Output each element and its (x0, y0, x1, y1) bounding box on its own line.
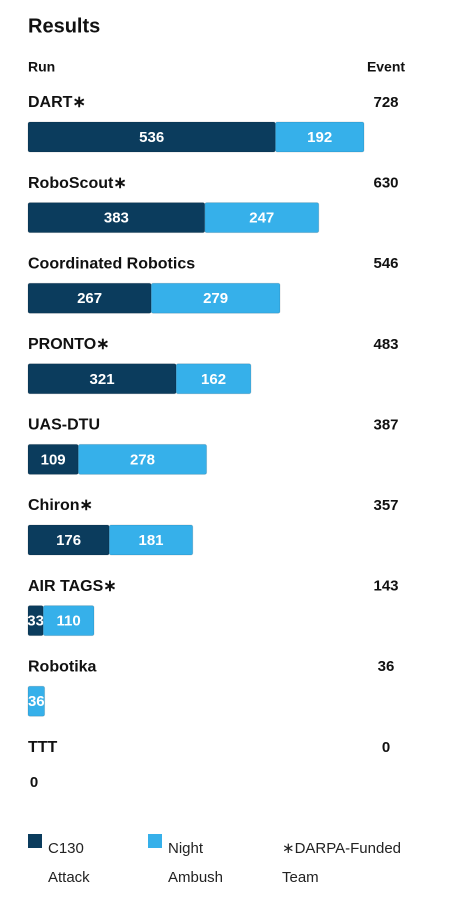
category-label: AIR TAGS∗ (28, 578, 117, 595)
category-label: TTT (28, 739, 58, 756)
value-label: 383 (104, 210, 129, 227)
total-label: 630 (373, 175, 398, 192)
value-label: 536 (139, 129, 164, 146)
total-label: 483 (373, 336, 398, 353)
value-label: 192 (307, 129, 332, 146)
value-label: 321 (90, 371, 115, 388)
value-label: 36 (28, 693, 45, 710)
value-label: 110 (57, 613, 81, 630)
bar-segment (27, 685, 46, 717)
bar-segment (77, 443, 208, 475)
column-header: Run (28, 59, 55, 75)
category-label: Chiron∗ (28, 497, 93, 514)
category-label: Robotika (28, 658, 97, 675)
category-label: Coordinated Robotics (28, 255, 195, 272)
legend-label: C130 Attack (48, 840, 90, 886)
chart-title: Results (28, 15, 100, 37)
bar-segment (274, 121, 365, 153)
bar-segment (175, 363, 252, 395)
column-header: Event (367, 59, 405, 75)
total-label: 143 (373, 578, 398, 595)
total-label: 728 (373, 94, 398, 111)
category-label: PRONTO∗ (28, 336, 110, 353)
value-label: 0 (30, 774, 38, 791)
value-label: 109 (41, 451, 66, 468)
total-label: 387 (373, 416, 398, 433)
bar-segment (150, 282, 281, 314)
note: ∗DARPA-Funded Team (282, 840, 402, 886)
total-label: 0 (382, 739, 390, 756)
value-label: 267 (77, 290, 102, 307)
total-label: 36 (378, 658, 395, 675)
value-label: 162 (201, 371, 226, 388)
category-label: DART∗ (28, 94, 86, 111)
bar-segment (108, 524, 194, 556)
category-label: RoboScout∗ (28, 175, 127, 192)
legend-swatch (148, 834, 162, 848)
value-label: 279 (203, 290, 228, 307)
value-label: 247 (249, 210, 274, 227)
legend-label: Night Ambush (168, 840, 224, 886)
legend-swatch (28, 834, 42, 848)
value-label: 176 (56, 532, 81, 549)
value-label: 278 (130, 451, 155, 468)
value-label: 33 (27, 613, 44, 630)
total-label: 357 (373, 497, 398, 514)
bar-segment (42, 605, 95, 637)
value-label: 181 (138, 532, 163, 549)
category-label: UAS-DTU (28, 417, 100, 434)
total-label: 546 (373, 255, 398, 272)
bar-segment (204, 202, 320, 234)
